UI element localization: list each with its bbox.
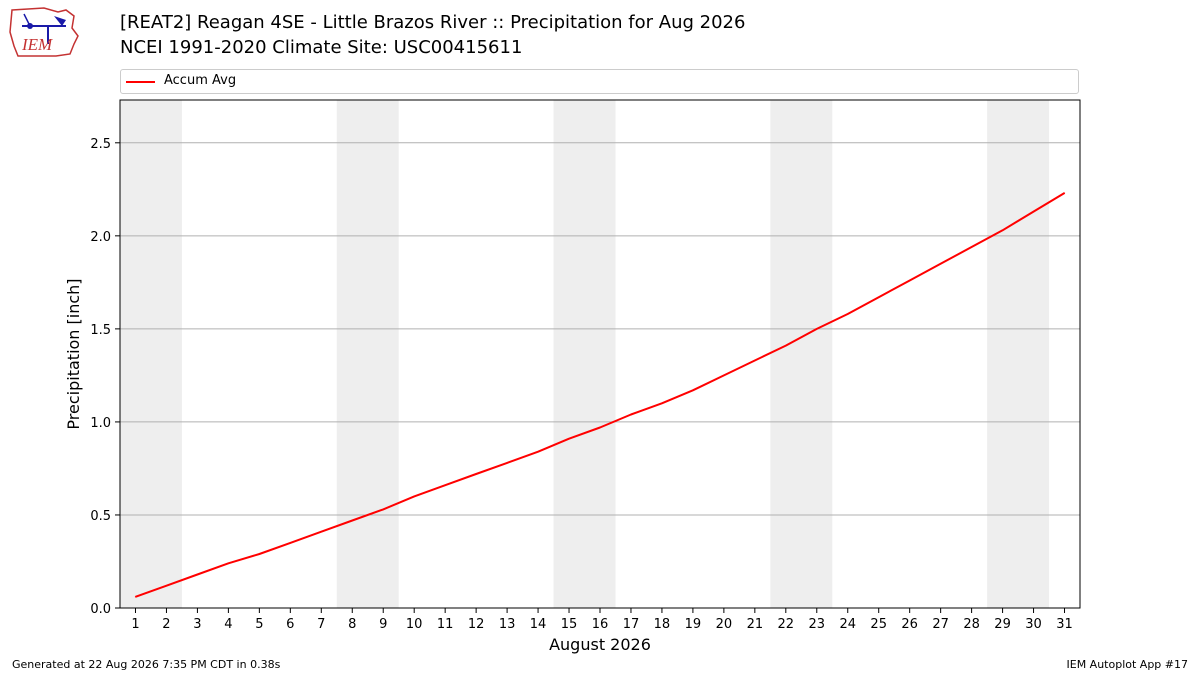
y-axis-label: Precipitation [inch] — [64, 278, 83, 429]
y-tick-label: 0.0 — [90, 602, 111, 617]
data-point — [661, 402, 663, 404]
data-point — [630, 413, 632, 416]
x-tick-label: 12 — [468, 617, 485, 632]
x-tick-label: 11 — [437, 617, 454, 632]
x-tick-label: 20 — [716, 617, 733, 632]
axis-ticks: 1 2 3 4 5 6 7 8 9 10 11 12 13 14 15 16 17 18 19 20 21 22 23 24 2… — [90, 137, 1072, 632]
data-point — [289, 542, 291, 544]
x-tick-label: 6 — [286, 617, 294, 632]
x-tick-label: 28 — [963, 617, 980, 632]
x-tick-label: 13 — [499, 617, 516, 632]
gridlines — [120, 142, 1080, 516]
data-point — [785, 345, 787, 347]
weekend-band — [553, 100, 616, 608]
chart-subtitle: NCEI 1991-2020 Climate Site: USC00415611 — [120, 37, 523, 58]
logo-text: IEM — [21, 35, 53, 54]
data-point — [444, 484, 446, 486]
legend-label: Accum Avg — [164, 73, 237, 88]
x-tick-label: 17 — [623, 617, 640, 632]
data-point — [692, 389, 694, 391]
data-point — [1001, 229, 1004, 231]
y-tick-label: 1.5 — [90, 323, 111, 338]
x-tick-label: 16 — [592, 617, 609, 632]
legend: Accum Avg — [120, 69, 1079, 94]
iem-logo: IEM — [9, 7, 79, 57]
data-point — [816, 328, 818, 330]
x-tick-label: 25 — [870, 617, 887, 632]
data-point — [134, 596, 137, 598]
data-point — [1032, 211, 1035, 213]
series-lines — [134, 192, 1066, 598]
x-tick-label: 26 — [901, 617, 918, 632]
x-tick-label: 29 — [994, 617, 1011, 632]
y-tick-label: 2.0 — [90, 230, 111, 245]
weekend-band — [987, 100, 1050, 608]
x-tick-label: 27 — [932, 617, 949, 632]
x-tick-label: 5 — [255, 617, 263, 632]
x-tick-label: 24 — [839, 617, 856, 632]
data-point — [320, 531, 322, 533]
x-axis-label: August 2026 — [549, 635, 651, 654]
y-tick-label: 1.0 — [90, 416, 111, 431]
x-tick-label: 23 — [809, 617, 826, 632]
data-point — [878, 296, 880, 298]
data-point — [940, 263, 942, 265]
data-point — [413, 495, 415, 497]
data-point — [723, 374, 725, 376]
weekend-band — [336, 100, 399, 608]
data-point — [847, 313, 849, 315]
weekend-bands — [120, 100, 1050, 608]
x-tick-label: 18 — [654, 617, 671, 632]
y-tick-label: 2.5 — [90, 137, 111, 152]
x-tick-label: 30 — [1025, 617, 1042, 632]
data-point — [599, 426, 601, 429]
data-point — [568, 438, 570, 440]
data-point — [382, 508, 384, 510]
x-tick-label: 22 — [778, 617, 795, 632]
data-point — [227, 562, 229, 564]
legend-line-swatch — [126, 81, 155, 83]
x-tick-label: 1 — [131, 617, 139, 632]
x-tick-label: 19 — [685, 617, 702, 632]
data-point — [971, 246, 973, 248]
data-point — [1063, 192, 1066, 194]
data-point — [258, 553, 260, 555]
x-tick-label: 14 — [530, 617, 547, 632]
data-point — [351, 519, 353, 522]
x-tick-label: 4 — [224, 617, 232, 632]
chart-title: [REAT2] Reagan 4SE - Little Brazos River… — [120, 12, 746, 33]
x-tick-label: 2 — [162, 617, 170, 632]
x-tick-label: 10 — [406, 617, 423, 632]
x-tick-label: 9 — [379, 617, 387, 632]
data-point — [165, 585, 168, 587]
x-tick-label: 15 — [561, 617, 578, 632]
x-tick-label: 21 — [747, 617, 764, 632]
x-tick-label: 31 — [1056, 617, 1073, 632]
weekend-band — [770, 100, 833, 608]
data-point — [537, 451, 539, 453]
data-point — [506, 462, 508, 464]
x-tick-label: 7 — [317, 617, 325, 632]
y-tick-label: 0.5 — [90, 509, 111, 524]
data-point — [909, 279, 911, 282]
weekend-band — [120, 100, 182, 608]
data-point — [754, 359, 756, 362]
x-tick-label: 3 — [193, 617, 201, 632]
x-tick-label: 8 — [348, 617, 356, 632]
footer-app: IEM Autoplot App #17 — [1066, 658, 1189, 671]
data-point — [475, 473, 477, 475]
footer-generated: Generated at 22 Aug 2026 7:35 PM CDT in … — [12, 658, 281, 671]
data-point — [196, 573, 199, 576]
